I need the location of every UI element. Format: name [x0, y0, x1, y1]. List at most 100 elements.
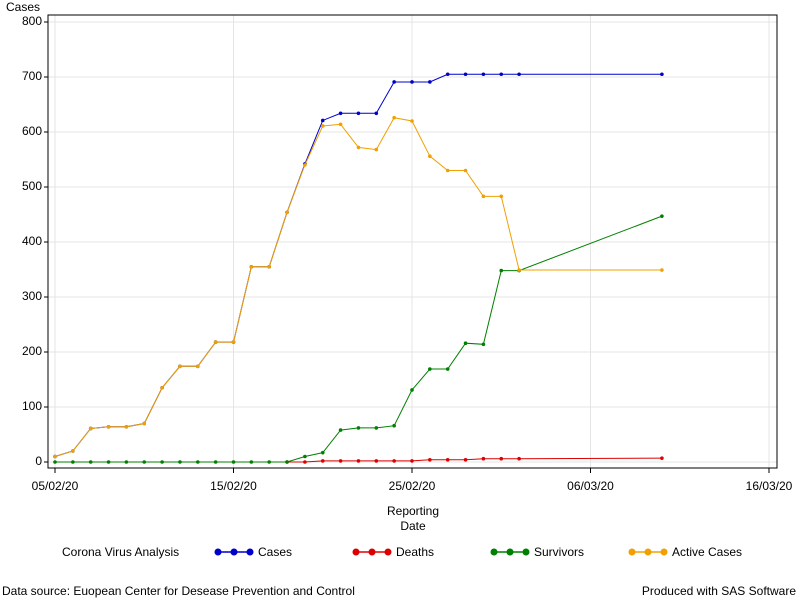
data-point: [428, 367, 432, 371]
data-point: [320, 450, 325, 455]
data-point: [320, 459, 325, 463]
y-tick-label: 0: [35, 454, 42, 468]
data-point: [142, 421, 147, 426]
data-point: [517, 72, 521, 77]
data-point: [517, 268, 521, 272]
data-point: [267, 264, 272, 269]
data-point: [410, 119, 414, 123]
data-point: [499, 194, 504, 199]
data-point: [160, 385, 164, 390]
y-axis-label: Cases: [6, 0, 40, 14]
data-point: [160, 460, 164, 464]
data-point: [410, 459, 414, 463]
legend-label: Cases: [258, 545, 292, 559]
series-line: [55, 215, 663, 463]
y-tick-label: 300: [22, 289, 42, 303]
y-tick-label: 600: [22, 124, 42, 138]
y-tick-label: 400: [22, 234, 42, 248]
data-point: [374, 426, 379, 430]
data-point: [356, 426, 361, 430]
data-point: [178, 460, 182, 464]
legend-marker: [384, 548, 392, 556]
x-axis-label: Date: [400, 519, 426, 533]
legend-label: Active Cases: [672, 545, 742, 559]
data-point: [356, 111, 361, 116]
data-point: [392, 423, 396, 428]
legend-marker: [660, 548, 668, 556]
data-point: [303, 163, 307, 167]
legend-title: Corona Virus Analysis: [62, 545, 179, 559]
data-point: [517, 456, 521, 461]
plot-frame: [47, 14, 778, 469]
data-point: [231, 460, 236, 464]
data-point: [499, 268, 504, 273]
data-point: [428, 458, 432, 462]
data-point: [445, 168, 450, 173]
series-line: [54, 117, 662, 457]
data-point: [660, 456, 664, 460]
data-point: [481, 342, 486, 347]
data-point: [71, 449, 75, 453]
data-point: [392, 80, 396, 84]
data-point: [88, 426, 93, 431]
data-point: [249, 460, 254, 464]
data-point: [356, 459, 361, 463]
x-tick-label: 25/02/20: [389, 479, 436, 493]
y-tick-label: 100: [22, 399, 42, 413]
footnote: Produced with SAS Software: [642, 584, 796, 598]
data-point: [124, 460, 129, 464]
data-point: [463, 458, 468, 462]
legend-marker: [522, 548, 530, 556]
data-point: [481, 456, 486, 461]
data-point: [660, 268, 664, 272]
data-point: [249, 264, 254, 269]
legend-marker: [230, 548, 238, 556]
data-point: [445, 72, 450, 77]
data-point: [303, 460, 307, 464]
y-tick-label: 700: [22, 69, 42, 83]
legend-marker: [644, 548, 652, 556]
data-point: [106, 460, 111, 464]
data-point: [53, 460, 57, 464]
y-tick-label: 800: [22, 14, 42, 28]
x-tick-label: 06/03/20: [567, 479, 614, 493]
data-point: [213, 460, 218, 464]
x-tick-label: 15/02/20: [210, 479, 257, 493]
data-point: [481, 72, 486, 77]
legend-marker: [490, 548, 498, 556]
data-point: [499, 72, 504, 77]
data-point: [320, 124, 325, 128]
data-point: [303, 454, 307, 459]
data-point: [285, 210, 289, 215]
data-point: [410, 80, 414, 84]
legend-marker: [506, 548, 514, 556]
series-line: [287, 457, 662, 463]
data-point: [71, 460, 75, 464]
y-tick-label: 200: [22, 344, 42, 358]
data-point: [410, 388, 414, 392]
data-point: [374, 147, 379, 152]
data-point: [445, 367, 450, 371]
data-point: [428, 154, 432, 158]
legend-label: Deaths: [396, 545, 434, 559]
data-point: [196, 460, 200, 464]
data-point: [124, 425, 129, 429]
data-point: [196, 364, 200, 369]
legend-marker: [246, 548, 254, 556]
data-point: [106, 425, 111, 429]
data-point: [231, 340, 236, 344]
data-point: [392, 115, 396, 120]
data-point: [320, 118, 325, 123]
data-point: [88, 460, 93, 464]
legend-marker: [352, 548, 360, 556]
y-tick-label: 500: [22, 179, 42, 193]
legend-marker: [368, 548, 376, 556]
data-point: [428, 80, 432, 84]
data-point: [463, 72, 468, 77]
data-point: [463, 168, 468, 173]
data-point: [481, 194, 486, 199]
legend-marker: [628, 548, 636, 556]
x-axis-label: Reporting: [387, 504, 439, 518]
